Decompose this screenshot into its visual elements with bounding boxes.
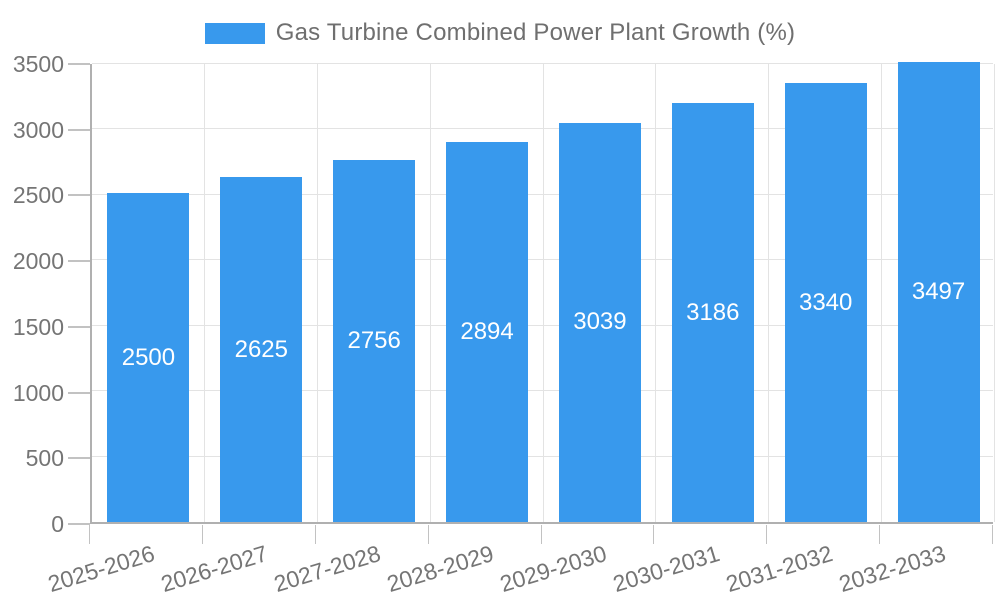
gridline-v	[768, 64, 770, 522]
x-tick-label: 2032-2033	[835, 540, 949, 598]
bar-value-label: 2625	[234, 335, 288, 363]
bar-value-label: 2756	[347, 326, 401, 354]
x-tick-mark	[766, 525, 768, 544]
x-tick-label: 2029-2030	[496, 540, 610, 598]
gridline-v	[203, 64, 205, 522]
y-tick-mark	[68, 194, 90, 197]
x-tick-mark	[540, 525, 542, 544]
x-tick-label: 2027-2028	[270, 540, 384, 598]
bar-2027-2028[interactable]: 2756	[333, 159, 416, 522]
bar-value-label: 3039	[573, 308, 627, 336]
plot-area: 2500 2625 2756 2894 3039 3186 3340 3497	[90, 62, 995, 524]
y-tick-mark	[68, 63, 90, 65]
gridline-v	[655, 64, 657, 522]
bar-value-label: 3340	[798, 288, 853, 316]
x-tick-mark	[201, 525, 203, 544]
bar-2026-2027[interactable]: 2625	[220, 177, 303, 522]
gridline-h	[92, 63, 993, 64]
bar-2029-2030[interactable]: 3039	[558, 122, 641, 522]
y-tick-label: 3000	[12, 116, 64, 143]
bar-value-label: 2500	[121, 343, 176, 371]
legend-swatch	[204, 22, 265, 44]
y-tick-label: 500	[25, 445, 64, 472]
y-tick-mark	[68, 128, 90, 131]
x-tick-mark	[992, 525, 993, 544]
bar-value-label: 3186	[686, 298, 740, 326]
bar-value-label: 2894	[460, 317, 514, 345]
bar-2031-2032[interactable]: 3340	[784, 83, 867, 522]
y-tick-mark	[68, 391, 90, 394]
y-tick-label: 1000	[12, 379, 64, 406]
y-tick-mark	[68, 260, 90, 263]
bar-value-label: 3497	[911, 278, 966, 306]
x-tick-label: 2031-2032	[722, 540, 836, 598]
y-tick-mark	[68, 325, 90, 328]
gridline-v	[994, 64, 995, 522]
gridline-v	[881, 64, 883, 522]
bar-2025-2026[interactable]: 2500	[107, 193, 190, 522]
chart-legend[interactable]: Gas Turbine Combined Power Plant Growth …	[0, 19, 1000, 47]
y-tick-label: 0	[51, 511, 64, 537]
x-tick-label: 2026-2027	[158, 540, 271, 598]
y-tick-mark	[68, 457, 90, 460]
bar-2032-2033[interactable]: 3497	[897, 62, 980, 522]
x-tick-label: 2030-2031	[609, 540, 723, 598]
gridline-v	[316, 64, 318, 522]
y-tick-label: 2000	[12, 248, 64, 275]
bar-2028-2029[interactable]: 2894	[446, 141, 529, 522]
y-tick-label: 2500	[12, 182, 64, 209]
gridline-v	[542, 64, 544, 522]
gridline-v	[429, 64, 431, 522]
x-tick-mark	[89, 525, 90, 544]
x-tick-mark	[427, 525, 429, 544]
legend-label: Gas Turbine Combined Power Plant Growth …	[275, 19, 796, 46]
x-tick-mark	[314, 525, 316, 544]
y-tick-label: 1500	[12, 313, 64, 340]
bar-2030-2031[interactable]: 3186	[671, 103, 754, 522]
x-tick-mark	[879, 525, 881, 544]
x-tick-mark	[653, 525, 655, 544]
x-tick-label: 2025-2026	[45, 540, 159, 598]
x-tick-label: 2028-2029	[383, 540, 497, 598]
y-tick-mark	[68, 523, 90, 525]
y-tick-label: 3500	[12, 51, 64, 77]
